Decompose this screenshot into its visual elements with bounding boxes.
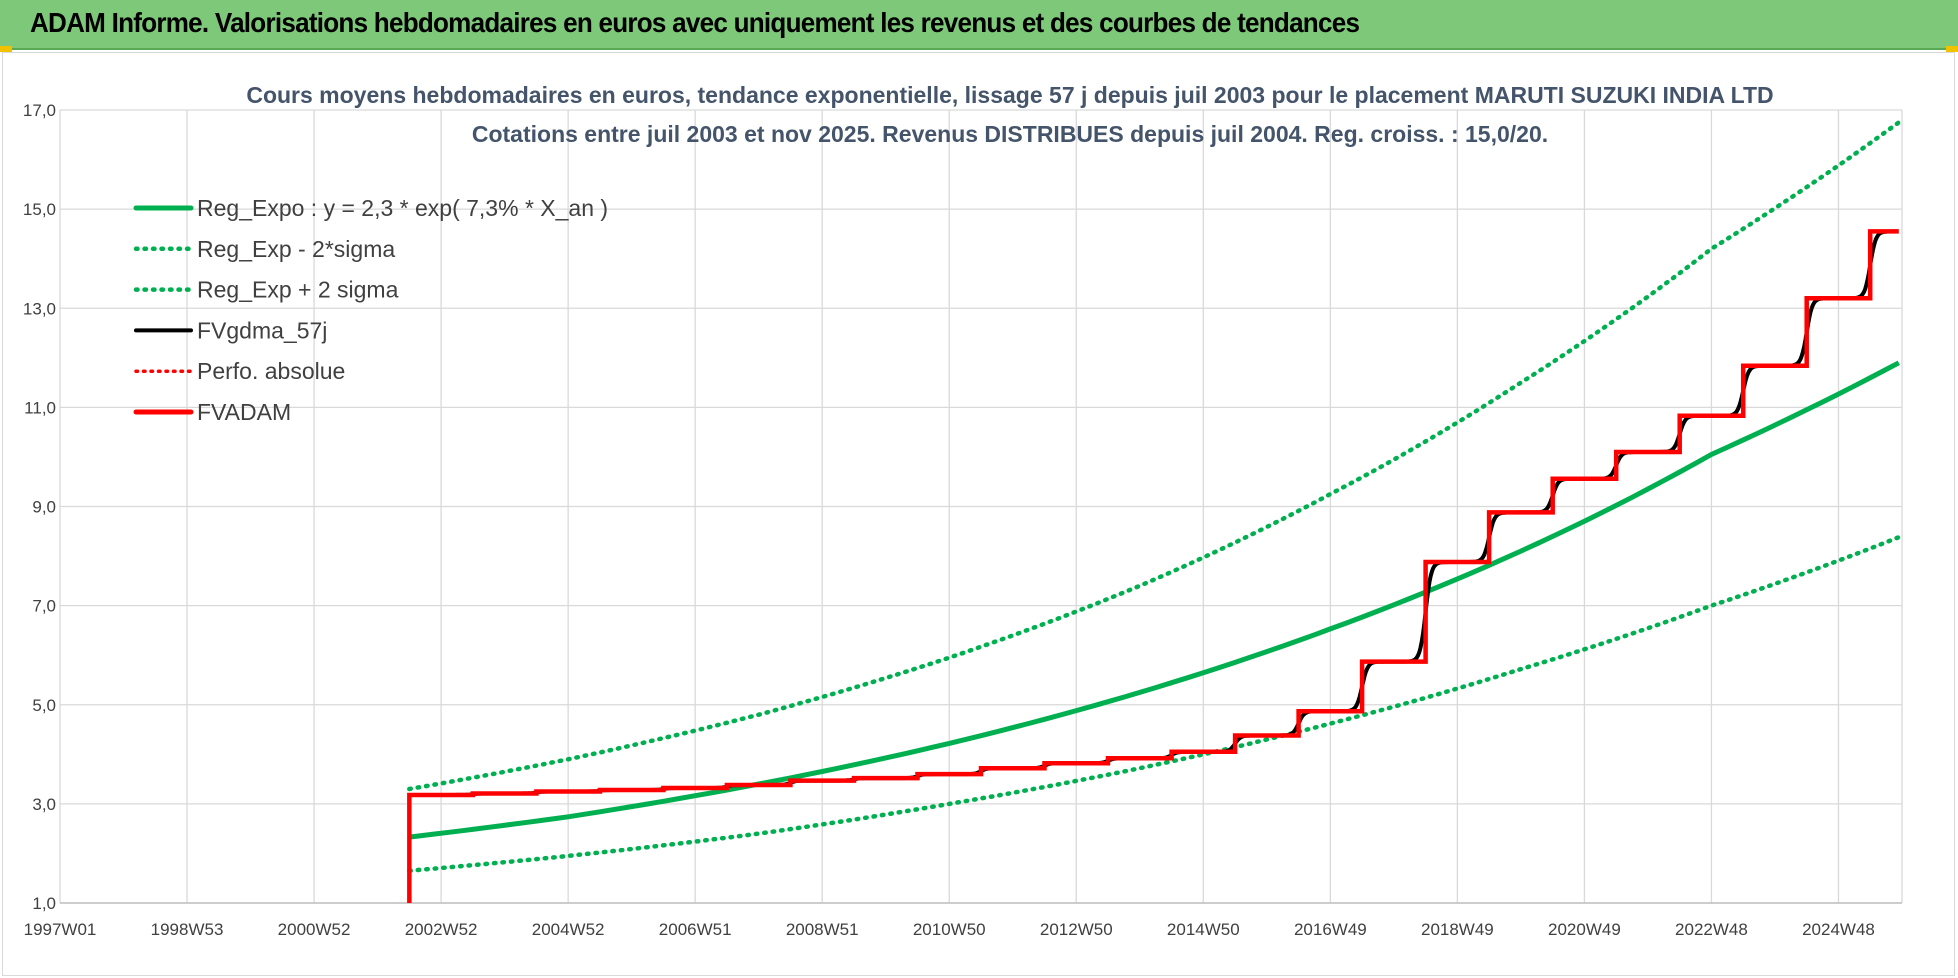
- series-fvadam: [407, 229, 1899, 903]
- y-axis-ticks: 1,0 3,0 5,0 7,0 9,0 11,0 13,0 15,0 17,0: [23, 101, 56, 913]
- x-tick-label: 2020W49: [1548, 920, 1621, 939]
- x-tick-label: 2012W50: [1040, 920, 1113, 939]
- x-tick-label: 1997W01: [24, 920, 97, 939]
- y-tick-label: 11,0: [24, 398, 56, 417]
- header-banner: ADAM Informe. Valorisations hebdomadaire…: [0, 0, 1958, 50]
- page-title: ADAM Informe. Valorisations hebdomadaire…: [30, 7, 1360, 38]
- series-reg-exp-plus-2sigma: [407, 120, 1902, 792]
- y-tick-label: 3,0: [32, 795, 56, 814]
- x-tick-label: 2022W48: [1675, 920, 1748, 939]
- chart-title-line-1: Cours moyens hebdomadaires en euros, ten…: [246, 82, 1773, 108]
- x-tick-label: 2000W52: [278, 920, 351, 939]
- legend-label: Perfo. absolue: [197, 358, 345, 384]
- x-tick-label: 2018W49: [1421, 920, 1494, 939]
- x-tick-label: 2004W52: [532, 920, 605, 939]
- y-tick-label: 7,0: [32, 597, 56, 616]
- y-tick-label: 15,0: [23, 200, 56, 219]
- y-tick-label: 1,0: [32, 894, 56, 913]
- y-tick-label: 5,0: [32, 696, 56, 715]
- x-tick-label: 2010W50: [913, 920, 986, 939]
- legend-label: Reg_Expo : y = 2,3 * exp( 7,3% * X_an ): [197, 195, 608, 221]
- y-tick-label: 17,0: [23, 101, 56, 120]
- x-tick-label: 1998W53: [151, 920, 224, 939]
- grid: [59, 109, 1903, 904]
- legend: Reg_Expo : y = 2,3 * exp( 7,3% * X_an ) R…: [133, 195, 608, 425]
- series-reg-expo: [409, 360, 1900, 840]
- corner-marker-left: [0, 46, 12, 52]
- legend-label: FVADAM: [197, 399, 291, 425]
- chart-title-line-2: Cotations entre juil 2003 et nov 2025. R…: [472, 121, 1548, 147]
- x-tick-label: 2014W50: [1167, 920, 1240, 939]
- y-tick-label: 13,0: [23, 299, 56, 318]
- legend-label: Reg_Exp - 2*sigma: [197, 236, 395, 262]
- x-tick-label: 2006W51: [659, 920, 732, 939]
- corner-marker-right: [1946, 46, 1958, 52]
- legend-label: Reg_Exp + 2 sigma: [197, 277, 399, 303]
- x-tick-label: 2016W49: [1294, 920, 1367, 939]
- x-axis-ticks: 1997W01 1998W53 2000W52 2002W52 2004W52 2006W…: [24, 920, 1875, 939]
- series-reg-exp-minus-2sigma: [407, 534, 1902, 874]
- y-tick-label: 9,0: [32, 498, 56, 517]
- x-tick-label: 2002W52: [405, 920, 478, 939]
- legend-label: FVgdma_57j: [197, 317, 327, 343]
- chart-frame: [2, 52, 1955, 976]
- x-tick-label: 2024W48: [1802, 920, 1875, 939]
- series-layer: [407, 120, 1902, 903]
- series-fvgdma-57j: [410, 229, 1899, 797]
- x-tick-label: 2008W51: [786, 920, 859, 939]
